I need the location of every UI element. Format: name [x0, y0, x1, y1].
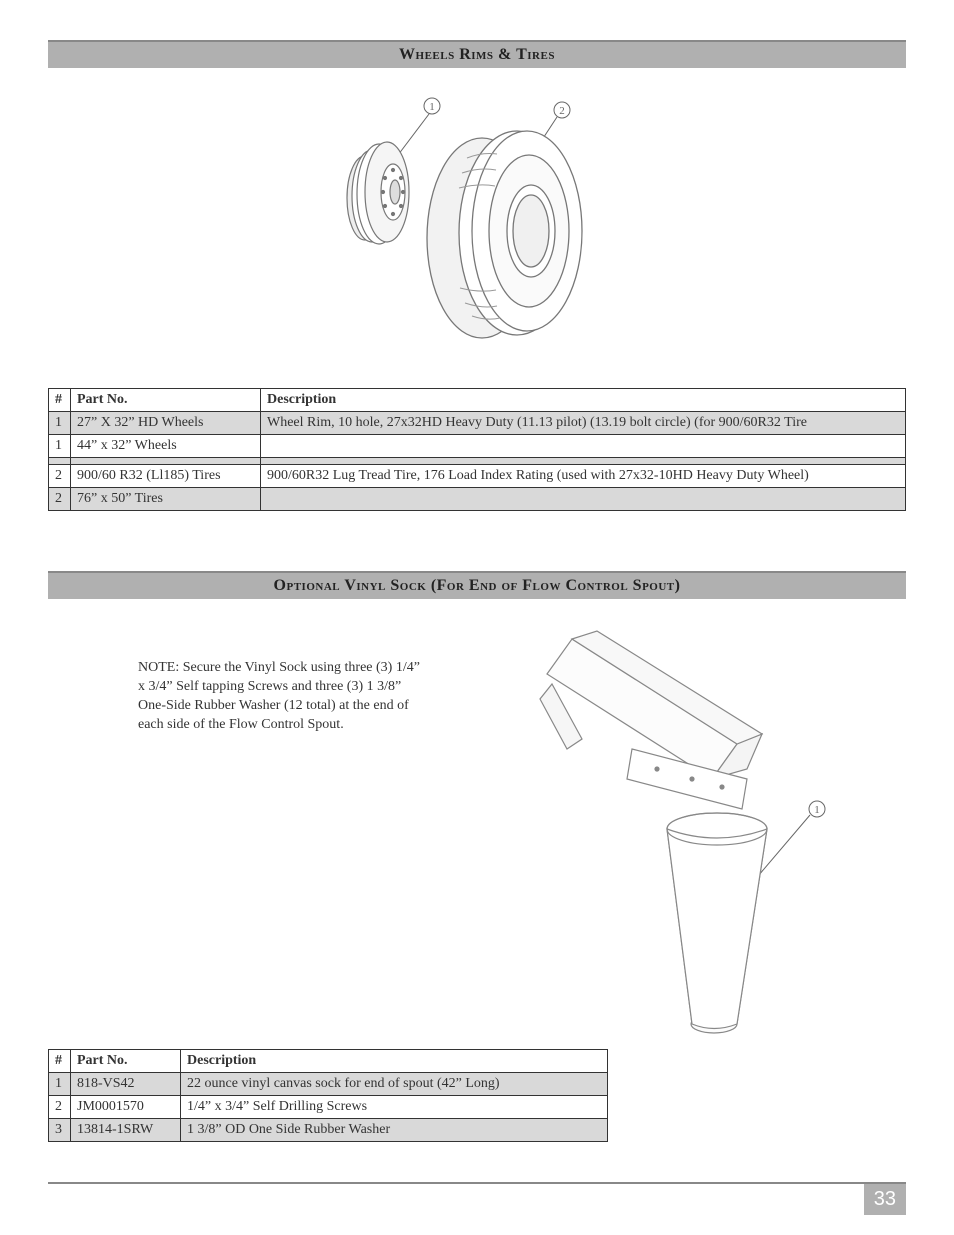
cell-desc: 1 3/8” OD One Side Rubber Washer — [181, 1119, 608, 1142]
table-row — [49, 458, 906, 465]
cell-part: 818-VS42 — [71, 1073, 181, 1096]
col-header-desc: Description — [181, 1050, 608, 1073]
section-header-wheels: Wheels Rims & Tires — [48, 40, 906, 68]
cell-part: 13814-1SRW — [71, 1119, 181, 1142]
col-header-desc: Description — [261, 389, 906, 412]
cell-desc: 1/4” x 3/4” Self Drilling Screws — [181, 1096, 608, 1119]
svg-text:2: 2 — [559, 105, 565, 117]
vinyl-sock-diagram: 1 — [512, 629, 852, 1049]
figure-vinyl-sock: 1 — [458, 629, 906, 1049]
cell-num: 2 — [49, 465, 71, 488]
figure-wheels: 1 2 — [48, 88, 906, 348]
cell-part: 900/60 R32 (Ll185) Tires — [71, 465, 261, 488]
table-row: 313814-1SRW1 3/8” OD One Side Rubber Was… — [49, 1119, 608, 1142]
cell-num: 2 — [49, 488, 71, 511]
cell-part: 44” x 32” Wheels — [71, 435, 261, 458]
parts-table-wheels: # Part No. Description 127” X 32” HD Whe… — [48, 388, 906, 511]
wheels-diagram: 1 2 — [317, 88, 637, 348]
cell-desc — [261, 488, 906, 511]
cell-num: 2 — [49, 1096, 71, 1119]
page-footer: 33 — [48, 1182, 906, 1215]
cell-desc: Wheel Rim, 10 hole, 27x32HD Heavy Duty (… — [261, 412, 906, 435]
cell-num — [49, 458, 71, 465]
note-text: NOTE: Secure the Vinyl Sock using three … — [138, 659, 428, 735]
svg-text:1: 1 — [814, 804, 820, 816]
page-number: 33 — [864, 1184, 906, 1215]
cell-desc: 22 ounce vinyl canvas sock for end of sp… — [181, 1073, 608, 1096]
cell-desc — [261, 458, 906, 465]
table-header-row: # Part No. Description — [49, 1050, 608, 1073]
cell-num: 3 — [49, 1119, 71, 1142]
svg-text:1: 1 — [429, 101, 435, 113]
col-header-part: Part No. — [71, 1050, 181, 1073]
table-row: 127” X 32” HD WheelsWheel Rim, 10 hole, … — [49, 412, 906, 435]
table-header-row: # Part No. Description — [49, 389, 906, 412]
table-row: 144” x 32” Wheels — [49, 435, 906, 458]
cell-part: 76” x 50” Tires — [71, 488, 261, 511]
cell-desc: 900/60R32 Lug Tread Tire, 176 Load Index… — [261, 465, 906, 488]
cell-num: 1 — [49, 435, 71, 458]
table-row: 1818-VS4222 ounce vinyl canvas sock for … — [49, 1073, 608, 1096]
table-row: 2900/60 R32 (Ll185) Tires900/60R32 Lug T… — [49, 465, 906, 488]
cell-num: 1 — [49, 1073, 71, 1096]
cell-part: 27” X 32” HD Wheels — [71, 412, 261, 435]
cell-num: 1 — [49, 412, 71, 435]
cell-part: JM0001570 — [71, 1096, 181, 1119]
cell-part — [71, 458, 261, 465]
parts-table-vinyl-sock: # Part No. Description 1818-VS4222 ounce… — [48, 1049, 608, 1142]
col-header-num: # — [49, 389, 71, 412]
col-header-part: Part No. — [71, 389, 261, 412]
col-header-num: # — [49, 1050, 71, 1073]
cell-desc — [261, 435, 906, 458]
section-header-vinyl-sock: Optional Vinyl Sock (For End of Flow Con… — [48, 571, 906, 599]
table-row: 2JM00015701/4” x 3/4” Self Drilling Scre… — [49, 1096, 608, 1119]
table-row: 276” x 50” Tires — [49, 488, 906, 511]
